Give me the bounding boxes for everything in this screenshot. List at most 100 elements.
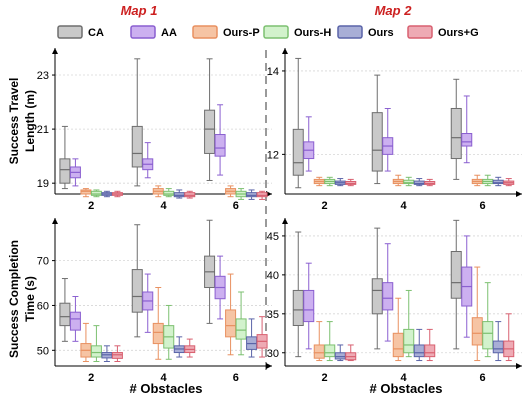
legend-label: Ours+G (438, 27, 479, 39)
box-ours-p-6 (471, 174, 483, 187)
y-tick-label: 21 (37, 124, 49, 136)
box-ours-g-6 (503, 313, 515, 362)
box-body (90, 190, 102, 196)
box-body (235, 318, 247, 340)
box-ca-2 (292, 57, 304, 189)
box-ca-6 (450, 78, 462, 180)
box-ours-p-2 (313, 321, 325, 362)
box-ours-g-6 (256, 316, 268, 358)
box-ours-g-6 (503, 178, 515, 187)
y-tick-label: 35 (267, 309, 279, 321)
box-ours-6 (492, 176, 504, 187)
box-ours-2 (101, 190, 113, 198)
legend-label: Ours (368, 27, 394, 39)
box-ours-2 (334, 344, 346, 362)
box-body (246, 192, 258, 198)
x-tick-label: 6 (479, 372, 485, 384)
box-ca-2 (59, 125, 71, 190)
box-aa-2 (69, 158, 81, 187)
y-axis-arrow (52, 218, 58, 224)
box-ours-h-2 (324, 321, 336, 362)
x-tick-label: 4 (160, 200, 167, 212)
box-ours-2 (334, 178, 346, 187)
box-body (90, 345, 102, 358)
legend-swatch (130, 25, 156, 39)
box-body (413, 344, 425, 358)
map-title-2: Map 2 (375, 3, 413, 18)
box-ours-g-2 (345, 344, 357, 362)
y-tick-label: 50 (37, 345, 49, 357)
x-axis-arrow (516, 191, 522, 197)
y-tick-label: 23 (37, 70, 49, 82)
legend-label: Ours-P (223, 27, 260, 39)
legend-swatch (263, 25, 289, 39)
y-tick-label: 70 (37, 256, 49, 268)
box-ours-h-6 (482, 174, 494, 187)
box-body (111, 352, 123, 359)
box-body (214, 134, 226, 157)
box-ca-2 (292, 231, 304, 358)
box-ca-2 (59, 278, 71, 342)
y-tick-label: 19 (37, 178, 49, 190)
legend-item-ca: CA (57, 25, 104, 39)
x-tick-label: 2 (88, 200, 94, 212)
box-body (482, 321, 494, 350)
box-body (371, 112, 383, 172)
legend-item-ours-g: Ours+G (407, 25, 479, 39)
legend: CA AA Ours-P Ours-H Ours Ours+G (57, 25, 479, 39)
y-axis-arrow (52, 48, 58, 54)
box-aa-6 (214, 104, 226, 176)
box-ca-4 (131, 58, 143, 187)
legend-item-ours-p: Ours-P (192, 25, 260, 39)
legend-item-ours-h: Ours-H (263, 25, 331, 39)
box-aa-4 (142, 142, 154, 179)
box-ours-h-2 (90, 189, 102, 198)
x-tick-label: 2 (321, 200, 327, 212)
box-ours-2 (101, 345, 113, 363)
legend-swatch (192, 25, 218, 39)
box-ours-g-4 (184, 190, 196, 199)
box-body (131, 125, 143, 168)
box-ours-p-6 (471, 266, 483, 362)
box-aa-2 (69, 295, 81, 342)
box-body (292, 289, 304, 326)
panels: 19 21 23 2 4 6 12 14 2 4 6 50 60 70 2 4 6 30 35 40 45 2 4 6 (37, 48, 522, 384)
y-tick-label: 40 (267, 270, 279, 282)
box-body (152, 322, 164, 345)
box-ours-p-2 (80, 322, 92, 363)
box-ours-p-2 (80, 188, 92, 198)
box-ours-4 (413, 178, 425, 187)
box-aa-6 (214, 255, 226, 320)
box-body (334, 352, 346, 360)
box-ours-g-2 (111, 345, 123, 363)
x-tick-label: 6 (233, 200, 239, 212)
legend-label: Ours-H (294, 27, 331, 39)
box-aa-4 (382, 107, 394, 172)
x-tick-label: 6 (479, 200, 485, 212)
x-tick-label: 6 (233, 372, 239, 384)
box-body (80, 189, 92, 195)
box-ours-p-4 (152, 287, 164, 360)
box-body (59, 302, 71, 327)
box-body (492, 340, 504, 354)
box-ours-p-6 (225, 185, 237, 198)
ylabel-top-line-2: Length (m) (23, 90, 37, 152)
box-body (424, 344, 436, 358)
box-ours-g-4 (424, 328, 436, 362)
x-axis-arrow (266, 363, 272, 369)
box-ours-h-4 (403, 176, 415, 187)
box-ca-6 (204, 58, 216, 181)
box-ours-4 (413, 328, 425, 362)
box-body (382, 282, 394, 311)
ylabel-bottom-line-2: Time (s) (23, 276, 37, 322)
box-ours-g-6 (256, 190, 268, 200)
box-ours-p-6 (225, 273, 237, 356)
legend-label: CA (88, 27, 104, 39)
box-ours-g-2 (345, 178, 357, 187)
y-tick-label: 60 (37, 300, 49, 312)
box-body (345, 180, 357, 185)
box-ours-g-2 (111, 190, 123, 198)
box-body (324, 344, 336, 358)
